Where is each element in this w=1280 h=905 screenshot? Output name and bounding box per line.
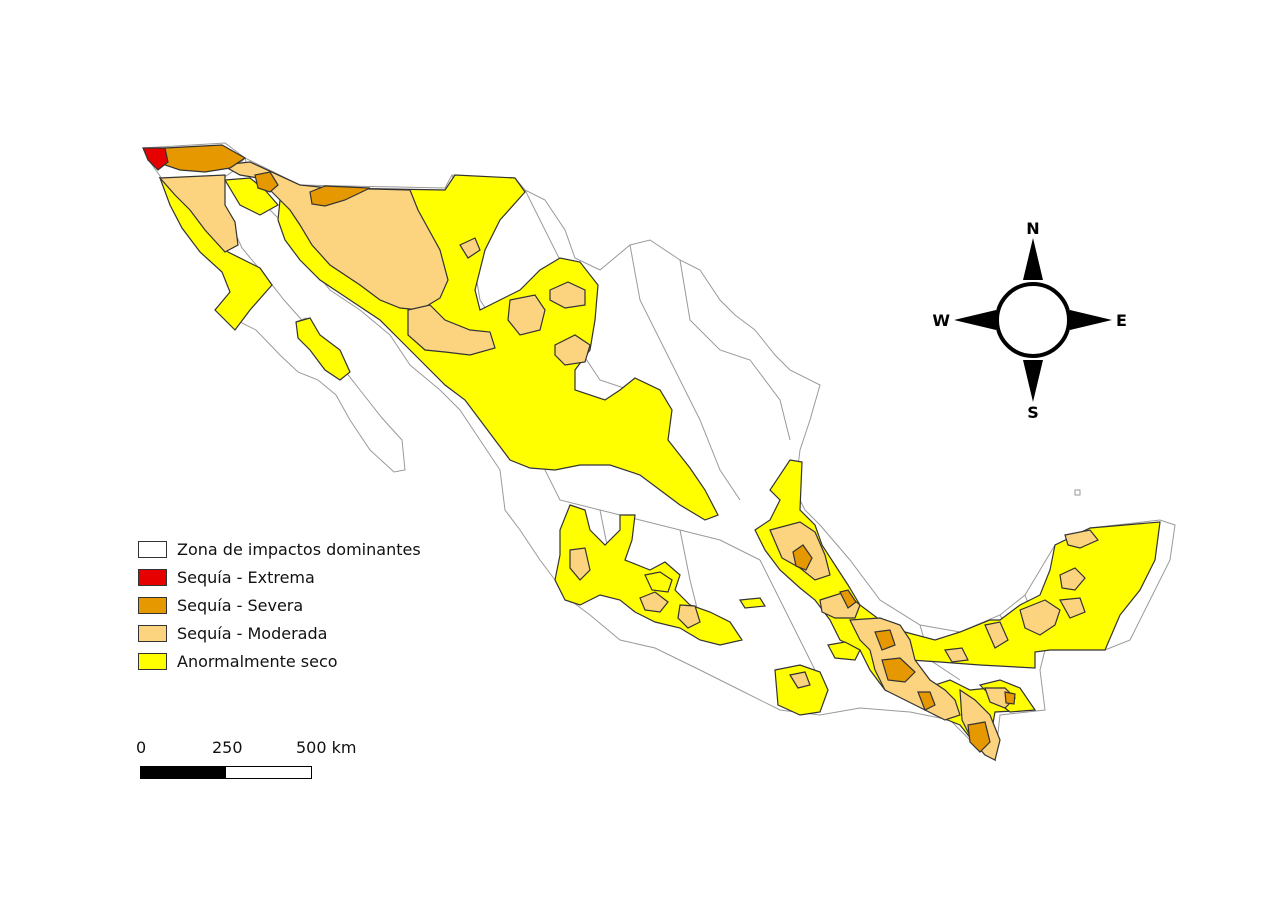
moderate-area xyxy=(507,294,546,336)
moderate-area xyxy=(677,604,701,629)
compass-e: E xyxy=(1116,311,1127,330)
dry-area xyxy=(644,571,673,593)
severe-area xyxy=(164,144,247,173)
compass-s: S xyxy=(1027,403,1039,422)
compass-rose: N S E W xyxy=(932,219,1127,422)
legend-item-impact-zone: Zona de impactos dominantes xyxy=(138,535,421,563)
moderate-area xyxy=(944,647,969,663)
compass-n: N xyxy=(1026,219,1039,238)
legend-label: Sequía - Moderada xyxy=(177,623,328,643)
legend-swatch-severe xyxy=(138,596,167,614)
dry-area xyxy=(827,641,861,661)
severe-area xyxy=(1004,691,1016,705)
moderate-drought-areas xyxy=(158,161,1099,761)
severe-area xyxy=(881,657,916,683)
moderate-area xyxy=(554,334,591,366)
legend-label: Zona de impactos dominantes xyxy=(177,539,421,559)
severe-drought-areas xyxy=(164,144,1016,753)
severe-area xyxy=(254,171,279,193)
severe-area xyxy=(309,185,371,207)
severe-area xyxy=(874,629,896,651)
legend-item-abnormal: Anormalmente seco xyxy=(138,647,421,675)
dry-area xyxy=(774,664,829,716)
legend-item-moderate: Sequía - Moderada xyxy=(138,619,421,647)
compass-arrow-north-icon xyxy=(1023,238,1043,280)
moderate-area xyxy=(569,547,591,581)
legend-swatch-abnormal xyxy=(138,652,167,670)
moderate-area xyxy=(158,174,239,253)
dry-area xyxy=(295,317,351,381)
moderate-area xyxy=(984,621,1009,649)
dry-area xyxy=(738,597,767,609)
legend-item-extreme: Sequía - Extrema xyxy=(138,563,421,591)
scale-segment-black xyxy=(141,767,226,778)
moderate-area xyxy=(407,304,496,356)
legend-swatch-extreme xyxy=(138,568,167,586)
moderate-area xyxy=(1059,597,1086,619)
extreme-drought-areas xyxy=(142,147,169,171)
severe-area xyxy=(792,544,813,571)
map-legend: Zona de impactos dominantes Sequía - Ext… xyxy=(138,535,421,675)
moderate-area xyxy=(789,671,811,689)
legend-label: Sequía - Extrema xyxy=(177,567,315,587)
compass-arrow-west-icon xyxy=(954,310,996,330)
dry-area xyxy=(223,177,279,216)
moderate-area xyxy=(549,281,586,309)
moderate-area xyxy=(639,591,669,613)
legend-swatch-impact-zone xyxy=(138,540,167,558)
compass-circle-icon xyxy=(995,282,1071,358)
island xyxy=(1074,489,1081,496)
severe-area xyxy=(839,589,857,609)
compass-w: W xyxy=(932,311,950,330)
scale-bar-graphic xyxy=(140,766,312,779)
scale-segment-white xyxy=(226,767,311,778)
severe-area xyxy=(917,691,936,711)
legend-item-severe: Sequía - Severa xyxy=(138,591,421,619)
severe-area xyxy=(967,721,991,753)
moderate-area xyxy=(1019,599,1061,636)
legend-label: Anormalmente seco xyxy=(177,651,338,671)
compass-arrow-east-icon xyxy=(1070,310,1112,330)
scale-label-250: 250 xyxy=(212,738,243,757)
scale-label-500: 500 km xyxy=(296,738,357,757)
legend-label: Sequía - Severa xyxy=(177,595,304,615)
moderate-area xyxy=(459,237,481,259)
scale-bar: 0 250 500 km xyxy=(136,738,356,788)
compass-arrow-south-icon xyxy=(1023,360,1043,402)
legend-swatch-moderate xyxy=(138,624,167,642)
moderate-area xyxy=(1064,529,1099,549)
moderate-area xyxy=(1059,567,1086,591)
extreme-area xyxy=(142,147,169,171)
scale-label-0: 0 xyxy=(136,738,147,757)
